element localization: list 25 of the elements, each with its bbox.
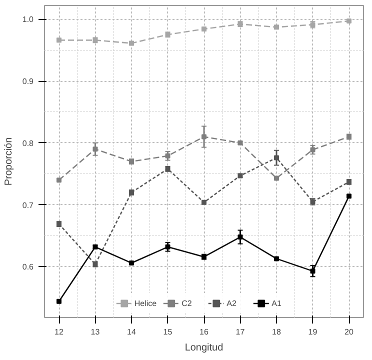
y-tick-label: 1.0 [22,15,34,24]
x-tick-label: 16 [200,328,209,336]
y-tick-label: 0.6 [22,262,34,272]
x-tick-label: 12 [54,328,64,336]
point [238,234,243,240]
legend-label: A2 [226,298,238,308]
point [202,134,206,140]
point [274,155,279,160]
x-tick-label: 14 [127,328,136,336]
legend-label: C2 [182,298,193,308]
point [92,146,98,152]
x-tick-label: 17 [236,328,246,336]
x-axis-title: Longitud [184,342,224,354]
legend-label: A1 [272,298,282,308]
x-tick-label: 15 [163,328,173,336]
x-tick-label: 19 [308,328,318,336]
y-tick-label: 0.7 [22,200,34,210]
x-tick-label: 20 [344,328,354,336]
x-tick-label: 13 [90,328,100,336]
y-axis-title: Proporción [3,137,14,186]
x-tick-label: 18 [272,328,282,336]
y-tick-label: 0.9 [22,77,34,86]
point [310,268,316,274]
y-tick-label: 0.8 [22,138,34,148]
legend-label: Helice [134,298,157,308]
